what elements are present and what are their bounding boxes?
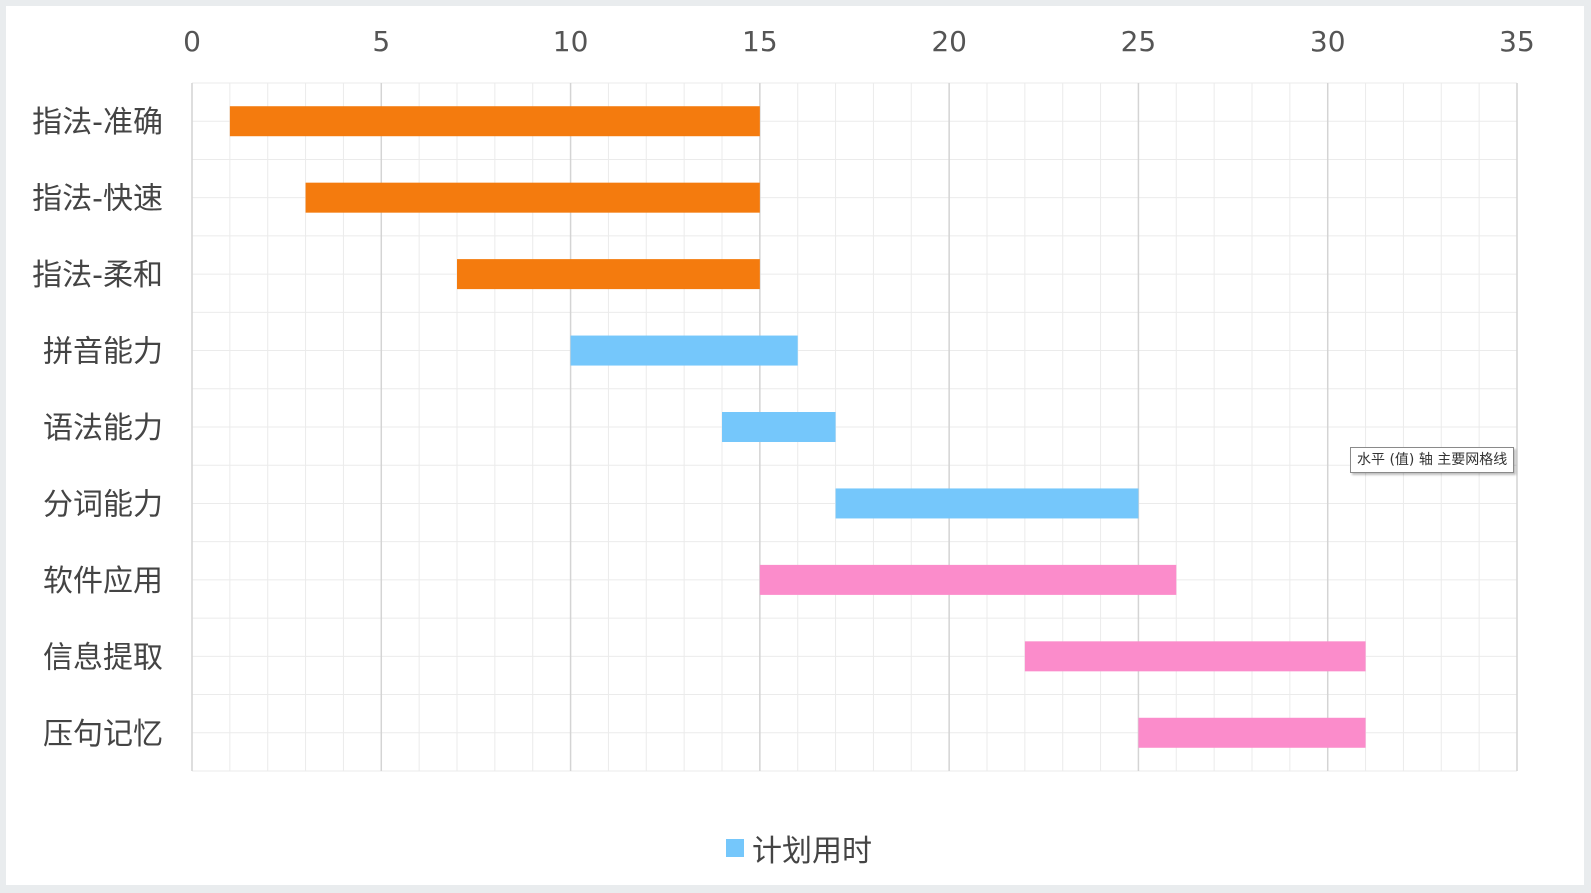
bar bbox=[229, 106, 760, 137]
bar bbox=[457, 259, 760, 290]
x-tick-label: 0 bbox=[183, 25, 201, 58]
bar bbox=[305, 182, 760, 213]
bar bbox=[1024, 641, 1366, 672]
legend-swatch bbox=[726, 839, 744, 857]
x-tick-label: 25 bbox=[1121, 25, 1157, 58]
category-label: 软件应用 bbox=[43, 564, 163, 599]
x-axis-ticks: 0 5 10 15 20 25 30 35 bbox=[183, 25, 1535, 58]
x-tick-label: 10 bbox=[553, 25, 589, 58]
bar bbox=[759, 564, 1177, 595]
category-label: 指法-准确 bbox=[32, 105, 163, 140]
category-label: 分词能力 bbox=[43, 487, 163, 522]
x-tick-label: 20 bbox=[931, 25, 967, 58]
category-label: 指法-柔和 bbox=[32, 258, 163, 293]
bar bbox=[722, 412, 836, 442]
x-tick-label: 15 bbox=[742, 25, 778, 58]
x-tick-label: 30 bbox=[1310, 25, 1346, 58]
gantt-chart[interactable]: 0 5 10 15 20 25 30 35 指法-准确指法-快速指法-柔和拼音能力语法能力分词… bbox=[6, 6, 1584, 885]
gridline-tooltip: 水平 (值) 轴 主要网格线 bbox=[1350, 447, 1515, 473]
legend[interactable]: 计划用时 bbox=[726, 826, 872, 870]
chart-frame: 0 5 10 15 20 25 30 35 指法-准确指法-快速指法-柔和拼音能力语法能力分词… bbox=[6, 6, 1584, 885]
bar bbox=[1138, 717, 1366, 748]
legend-label: 计划用时 bbox=[752, 834, 872, 869]
bars bbox=[229, 106, 1366, 748]
bar bbox=[835, 488, 1139, 519]
x-tick-label: 5 bbox=[372, 25, 390, 58]
category-label: 拼音能力 bbox=[43, 335, 163, 370]
bar bbox=[570, 335, 798, 366]
x-tick-label: 35 bbox=[1499, 25, 1535, 58]
category-label: 语法能力 bbox=[43, 411, 163, 446]
category-label: 信息提取 bbox=[43, 640, 163, 675]
category-label: 指法-快速 bbox=[32, 182, 163, 217]
category-label: 压句记忆 bbox=[43, 717, 163, 752]
